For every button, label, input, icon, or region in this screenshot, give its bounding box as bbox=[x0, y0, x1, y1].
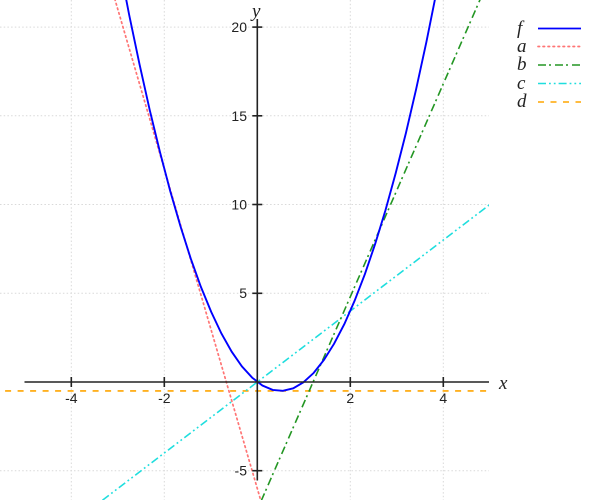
svg-text:20: 20 bbox=[231, 19, 247, 35]
svg-text:15: 15 bbox=[231, 108, 247, 124]
svg-text:-5: -5 bbox=[235, 463, 248, 479]
svg-text:2: 2 bbox=[346, 390, 354, 406]
svg-text:b: b bbox=[517, 54, 527, 75]
svg-text:d: d bbox=[517, 91, 527, 112]
svg-text:4: 4 bbox=[439, 390, 447, 406]
svg-text:10: 10 bbox=[231, 197, 247, 213]
svg-text:-2: -2 bbox=[158, 390, 171, 406]
svg-text:5: 5 bbox=[239, 285, 247, 301]
svg-text:x: x bbox=[498, 373, 508, 394]
svg-text:y: y bbox=[250, 1, 261, 22]
svg-text:-4: -4 bbox=[65, 390, 78, 406]
